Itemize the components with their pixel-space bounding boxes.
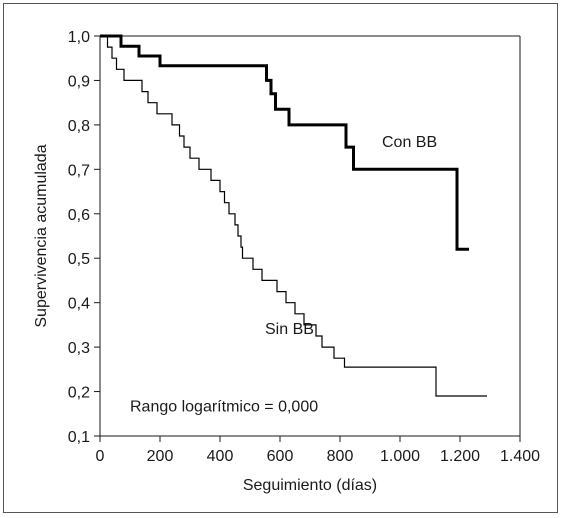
y-tick-label: 0,5	[68, 251, 90, 268]
y-axis-title: Supervivencia acumulada	[33, 144, 50, 327]
annotation-label: Con BB	[382, 134, 437, 151]
x-tick-label: 600	[267, 448, 294, 465]
annotation-label: Rango logarítmico = 0,000	[130, 399, 318, 416]
series-line-sin-bb	[100, 35, 487, 397]
y-tick-label: 0,2	[68, 385, 90, 402]
y-tick-label: 0,7	[68, 162, 90, 179]
x-tick-label: 800	[327, 448, 354, 465]
x-tick-label: 1.000	[380, 448, 420, 465]
y-tick-label: 0,8	[68, 118, 90, 135]
annotations: Con BB Sin BB Rango logarítmico = 0,000	[130, 134, 437, 415]
y-tick-label: 0,9	[68, 73, 90, 90]
y-tick-label: 1,0	[68, 29, 90, 46]
annotation-label: Sin BB	[265, 321, 314, 338]
x-tick-label: 200	[147, 448, 174, 465]
y-ticks: 0,1 0,2 0,3 0,4 0,5 0,6 0,7 0,8 0,9 1,0	[68, 29, 100, 446]
x-axis-title: Seguimiento (días)	[243, 477, 377, 494]
series-line-con-bb	[100, 34, 469, 251]
x-tick-label: 400	[207, 448, 234, 465]
x-ticks: 0 200 400 600 800 1.000 1.200 1.400	[96, 436, 540, 465]
x-tick-label: 1.200	[440, 448, 480, 465]
plot-area	[99, 35, 521, 437]
figure-frame	[3, 3, 558, 513]
y-tick-label: 0,3	[68, 340, 90, 357]
series-group	[100, 34, 487, 397]
y-tick-label: 0,6	[68, 207, 90, 224]
x-tick-label: 1.400	[500, 448, 540, 465]
x-tick-label: 0	[96, 448, 105, 465]
y-tick-label: 0,4	[68, 296, 90, 313]
y-tick-label: 0,1	[68, 429, 90, 446]
